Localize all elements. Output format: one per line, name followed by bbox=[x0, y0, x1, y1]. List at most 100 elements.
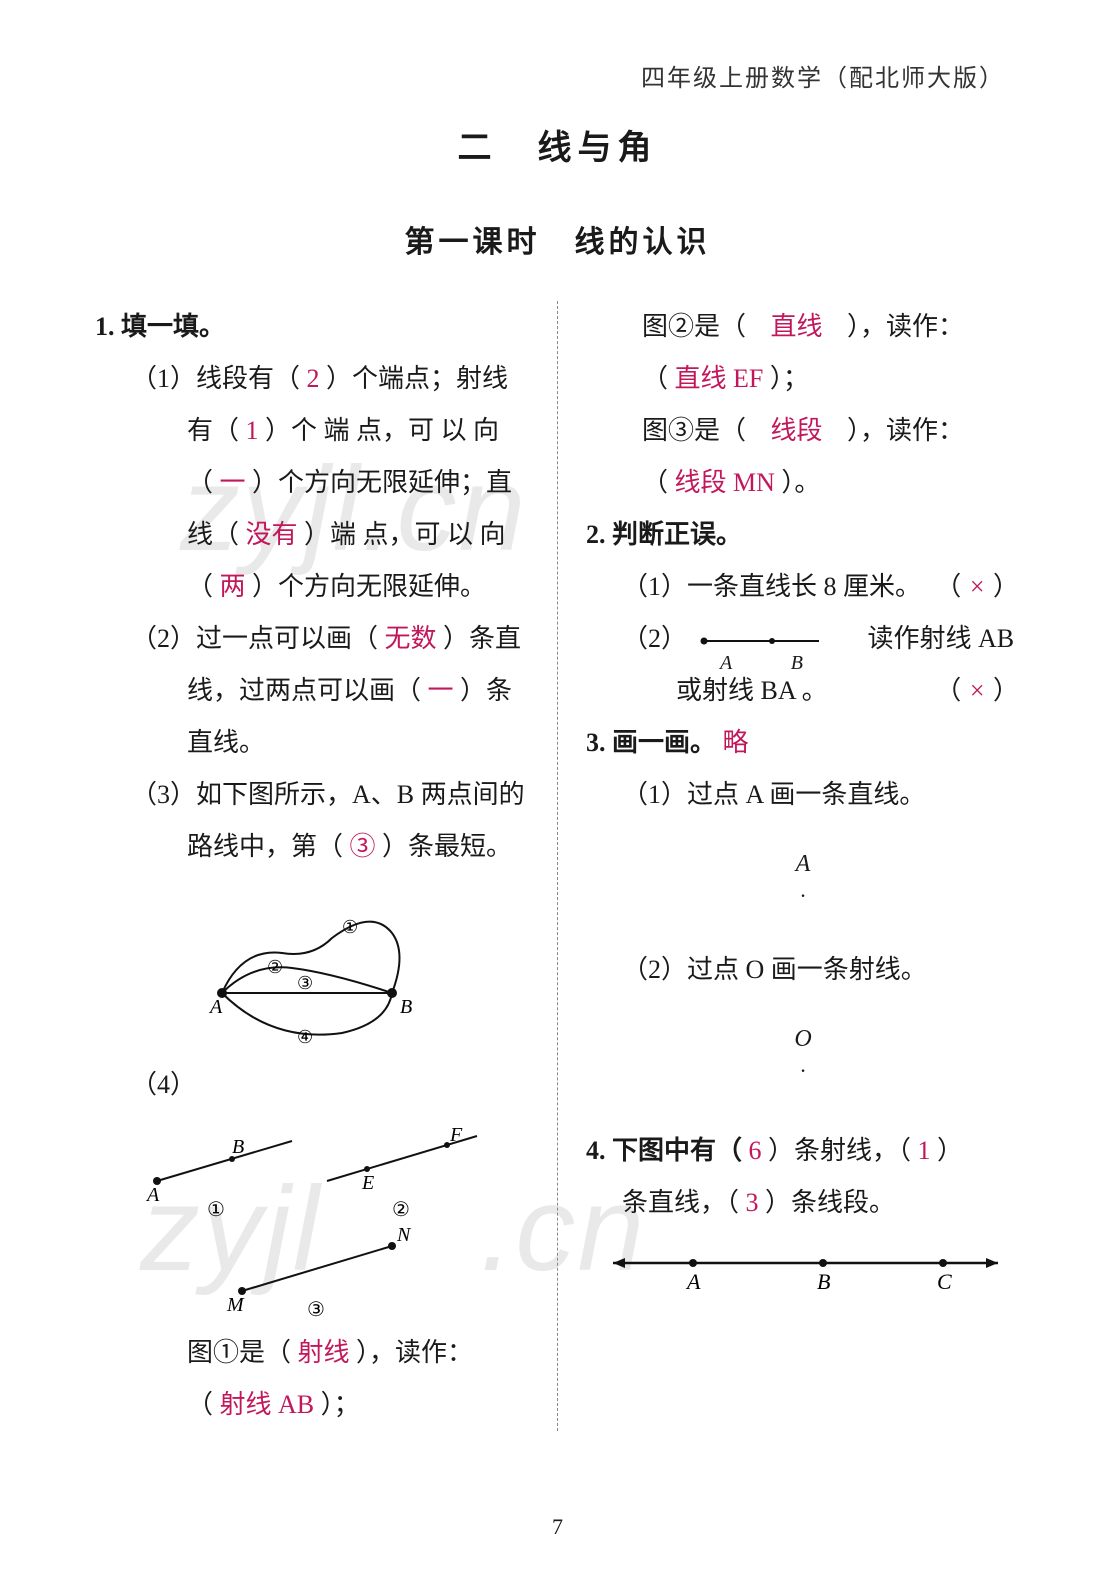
text: ）条射线，（ bbox=[768, 1136, 911, 1165]
text: （ bbox=[187, 468, 213, 497]
point-label: O bbox=[794, 1026, 811, 1052]
answer: 略 bbox=[723, 728, 749, 757]
q2-2-cont: 或射线 BA 。 （ × ） bbox=[622, 665, 1020, 717]
svg-text:N: N bbox=[396, 1224, 412, 1246]
svg-text:B: B bbox=[400, 996, 412, 1018]
text: ），读作： bbox=[847, 312, 964, 341]
q1-2-cont: 直线。 bbox=[131, 717, 529, 769]
answer: 一 bbox=[428, 676, 454, 705]
point-A: A · bbox=[586, 847, 1020, 910]
svg-text:①: ① bbox=[207, 1199, 225, 1221]
text: 路线中，第（ bbox=[187, 832, 343, 861]
text: （ bbox=[187, 1390, 213, 1419]
judge-bracket: （ × ） bbox=[935, 561, 1020, 613]
point-label: A bbox=[796, 851, 811, 877]
text: ）； bbox=[321, 1390, 360, 1419]
worksheet-page: 四年级上册数学（配北师大版） 二 线与角 第一课时 线的认识 zyjl.cn z… bbox=[0, 0, 1115, 1576]
q1-1-cont: （ 两 ）个方向无限延伸。 bbox=[131, 561, 529, 613]
q3-2: （2）过点 O 画一条射线。 bbox=[622, 944, 1020, 996]
text: ）个 端 点，可 以 向 bbox=[265, 416, 499, 445]
text: 4. 下图中有（ bbox=[586, 1136, 742, 1165]
text: 读作射线 AB bbox=[867, 624, 1014, 653]
text: （2）过一点可以画（ bbox=[131, 624, 378, 653]
text: ）； bbox=[770, 364, 809, 393]
svg-text:②: ② bbox=[392, 1199, 410, 1221]
text: 或射线 BA 。 bbox=[676, 676, 828, 705]
q1-2-cont: 线，过两点可以画（ 一 ）条 bbox=[131, 665, 529, 717]
diagram-line-abc: A B C bbox=[603, 1239, 1003, 1299]
svg-text:B: B bbox=[232, 1136, 244, 1158]
answer: 3 bbox=[746, 1188, 759, 1217]
page-header: 四年级上册数学（配北师大版） bbox=[641, 58, 1005, 93]
text: ）个方向无限延伸。 bbox=[252, 572, 486, 601]
q1-3-cont: 路线中，第（ ③ ）条最短。 bbox=[131, 821, 529, 873]
answer: 直线 bbox=[753, 312, 841, 341]
text: ）端 点，可 以 向 bbox=[304, 520, 506, 549]
answer: 线段 bbox=[753, 416, 841, 445]
fig2-cont: （ 直线 EF ）； bbox=[586, 353, 1020, 405]
fig2: 图②是（ 直线 ），读作： bbox=[586, 301, 1020, 353]
answer: 射线 AB bbox=[220, 1390, 315, 1419]
svg-text:C: C bbox=[937, 1269, 952, 1294]
q4-cont: 条直线，（ 3 ）条线段。 bbox=[622, 1177, 1020, 1229]
point-label: B bbox=[791, 652, 803, 674]
answer: 2 bbox=[307, 364, 320, 393]
q1-4-fig1: 图①是（ 射线 ），读作： bbox=[131, 1327, 529, 1379]
text: ）个方向无限延伸；直 bbox=[252, 468, 512, 497]
q1-4-fig1-cont: （ 射线 AB ）； bbox=[131, 1379, 529, 1431]
svg-text:④: ④ bbox=[297, 1027, 313, 1047]
q1-label: 1. 填一填。 bbox=[95, 301, 529, 353]
q3-label: 3. 画一画。 略 bbox=[586, 717, 1020, 769]
page-number: 7 bbox=[0, 1514, 1115, 1540]
text: ）条线段。 bbox=[765, 1188, 895, 1217]
text: （3）如下图所示，A、B 两点间的 bbox=[131, 780, 525, 809]
text: 图③是（ bbox=[642, 416, 746, 445]
dot-icon: · bbox=[799, 1058, 806, 1083]
text: ）条 bbox=[460, 676, 512, 705]
svg-text:A: A bbox=[145, 1184, 160, 1206]
svg-text:A: A bbox=[208, 996, 223, 1018]
point-label: A bbox=[720, 652, 732, 674]
text: ）条最短。 bbox=[382, 832, 512, 861]
judge-bracket: （ × ） bbox=[935, 665, 1020, 717]
q1-4-label: （4） bbox=[131, 1059, 529, 1111]
answer: ③ bbox=[350, 832, 376, 861]
answer: 没有 bbox=[246, 520, 298, 549]
answer: 1 bbox=[918, 1136, 931, 1165]
answer: 两 bbox=[220, 572, 246, 601]
q2-1: （1）一条直线长 8 厘米。 （ × ） bbox=[622, 561, 1020, 613]
svg-text:②: ② bbox=[267, 957, 283, 977]
answer: 直线 EF bbox=[675, 364, 764, 393]
answer: 线段 MN bbox=[675, 468, 775, 497]
text: ）。 bbox=[781, 468, 820, 497]
q1-1: （1）线段有（ 2 ）个端点；射线 bbox=[131, 353, 529, 405]
answer: × bbox=[970, 676, 986, 705]
q2-number: 2. 判断正误。 bbox=[586, 520, 742, 549]
answer: 无数 bbox=[385, 624, 437, 653]
chapter-title: 二 线与角 bbox=[95, 120, 1020, 169]
svg-text:A: A bbox=[685, 1269, 701, 1294]
q1-number: 1. 填一填。 bbox=[95, 312, 225, 341]
text: 线（ bbox=[187, 520, 239, 549]
q4: 4. 下图中有（ 6 ）条射线，（ 1 ） bbox=[586, 1125, 1020, 1177]
diagram-paths: A B ① ② ③ ④ bbox=[182, 883, 442, 1053]
q2-2: （2） A B 读作射线 AB bbox=[622, 613, 1020, 665]
right-column: 图②是（ 直线 ），读作： （ 直线 EF ）； 图③是（ 线段 ），读作： （… bbox=[558, 301, 1020, 1431]
text: 图②是（ bbox=[642, 312, 746, 341]
q1-3: （3）如下图所示，A、B 两点间的 bbox=[131, 769, 529, 821]
text: ）个端点；射线 bbox=[326, 364, 508, 393]
svg-text:M: M bbox=[226, 1294, 245, 1316]
text: 线，过两点可以画（ bbox=[187, 676, 421, 705]
text: （2） bbox=[622, 624, 687, 653]
answer: 1 bbox=[246, 416, 259, 445]
left-column: 1. 填一填。 （1）线段有（ 2 ）个端点；射线 有（ 1 ）个 端 点，可 … bbox=[95, 301, 557, 1431]
text: ），读作： bbox=[356, 1338, 473, 1367]
q1-1-cont: （ 一 ）个方向无限延伸；直 bbox=[131, 457, 529, 509]
text: ） bbox=[937, 1136, 963, 1165]
ray-ab-inline bbox=[694, 627, 824, 649]
svg-text:③: ③ bbox=[307, 1299, 325, 1321]
svg-text:F: F bbox=[449, 1124, 463, 1146]
text: （ bbox=[642, 468, 668, 497]
lesson-title: 第一课时 线的认识 bbox=[95, 217, 1020, 261]
svg-text:B: B bbox=[817, 1269, 830, 1294]
